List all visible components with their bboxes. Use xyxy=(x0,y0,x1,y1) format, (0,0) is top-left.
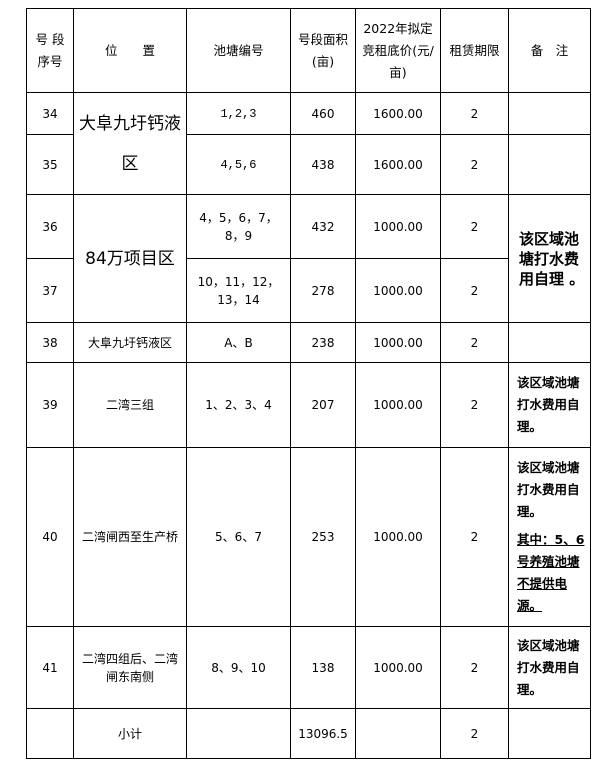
header-note: 备 注 xyxy=(508,8,591,93)
ponds-cell: 8、9、10 xyxy=(186,626,291,709)
header-price: 2022年拟定竞租底价(元/亩) xyxy=(355,8,441,93)
seq-cell: 41 xyxy=(26,626,74,709)
seq-cell: 34 xyxy=(26,92,74,135)
table-row: 34 大阜九圩钙液区 1,2,3 460 1600.00 2 xyxy=(26,92,591,195)
ponds-cell: 5、6、7 xyxy=(186,447,291,627)
subtotal-label: 小计 xyxy=(73,708,187,759)
price-cell: 1000.00 xyxy=(355,258,441,323)
header-location: 位 置 xyxy=(73,8,187,93)
header-area: 号段面积(亩) xyxy=(290,8,356,93)
area-cell: 278 xyxy=(290,258,356,323)
price-cell: 1000.00 xyxy=(355,194,441,259)
note-cell: 该区域池塘打水费用自理。 xyxy=(508,362,591,448)
area-cell: 238 xyxy=(290,322,356,363)
note-cell xyxy=(508,322,591,363)
note-cell: 该区域池塘打水费用自理。 其中：5、6号养殖池塘不提供电源。 xyxy=(508,447,591,627)
seq-cell: 36 xyxy=(26,194,74,259)
ponds-cell: 1,2,3 xyxy=(186,92,291,135)
table-row: 36 84万项目区 4，5，6，7，8，9 432 1000.00 2 该区域池… xyxy=(26,194,591,323)
location-cell: 84万项目区 xyxy=(73,194,187,323)
seq-cell: 40 xyxy=(26,447,74,627)
location-cell: 二湾闸西至生产桥 xyxy=(73,447,187,627)
seq-cell: 35 xyxy=(26,134,74,195)
price-cell xyxy=(355,708,441,759)
note-cell xyxy=(508,708,591,759)
table-row: 38 大阜九圩钙液区 A、B 238 1000.00 2 xyxy=(26,322,591,363)
ponds-cell: A、B xyxy=(186,322,291,363)
term-cell: 2 xyxy=(440,92,509,135)
price-cell: 1000.00 xyxy=(355,626,441,709)
price-cell: 1000.00 xyxy=(355,447,441,627)
term-cell: 2 xyxy=(440,447,509,627)
ponds-cell: 10，11，12，13，14 xyxy=(186,258,291,323)
header-row: 号 段序号 位 置 池塘编号 号段面积(亩) 2022年拟定竞租底价(元/亩) … xyxy=(26,8,591,93)
location-cell: 二湾四组后、二湾闸东南侧 xyxy=(73,626,187,709)
subtotal-row: 小计 13096.5 2 xyxy=(26,708,591,759)
ponds-cell: 1、2、3、4 xyxy=(186,362,291,448)
subtotal-area: 13096.5 xyxy=(290,708,356,759)
area-cell: 207 xyxy=(290,362,356,448)
ponds-cell xyxy=(186,708,291,759)
term-cell: 2 xyxy=(440,194,509,259)
area-cell: 432 xyxy=(290,194,356,259)
term-cell: 2 xyxy=(440,134,509,195)
note-cell xyxy=(508,92,591,135)
subtotal-term: 2 xyxy=(440,708,509,759)
price-cell: 1000.00 xyxy=(355,362,441,448)
pond-lease-table: 号 段序号 位 置 池塘编号 号段面积(亩) 2022年拟定竞租底价(元/亩) … xyxy=(26,8,591,759)
area-cell: 138 xyxy=(290,626,356,709)
table-row: 37 10，11，12，13，14 278 1000.00 2 xyxy=(26,258,591,323)
area-cell: 253 xyxy=(290,447,356,627)
note-cell xyxy=(508,134,591,195)
table-row: 35 4,5,6 438 1600.00 2 xyxy=(26,134,591,195)
price-cell: 1600.00 xyxy=(355,92,441,135)
location-cell: 二湾三组 xyxy=(73,362,187,448)
seq-cell xyxy=(26,708,74,759)
location-cell: 大阜九圩钙液区 xyxy=(73,322,187,363)
header-ponds: 池塘编号 xyxy=(186,8,291,93)
area-cell: 438 xyxy=(290,134,356,195)
note-cell: 该区域池塘打水费用自理。 xyxy=(508,626,591,709)
term-cell: 2 xyxy=(440,258,509,323)
price-cell: 1600.00 xyxy=(355,134,441,195)
term-cell: 2 xyxy=(440,322,509,363)
table-row: 40 二湾闸西至生产桥 5、6、7 253 1000.00 2 该区域池塘打水费… xyxy=(26,447,591,627)
note-text: 该区域池塘打水费用自理。 xyxy=(517,460,580,519)
header-seq: 号 段序号 xyxy=(26,8,74,93)
seq-cell: 37 xyxy=(26,258,74,323)
seq-cell: 39 xyxy=(26,362,74,448)
table-row: 41 二湾四组后、二湾闸东南侧 8、9、10 138 1000.00 2 该区域… xyxy=(26,626,591,709)
price-cell: 1000.00 xyxy=(355,322,441,363)
term-cell: 2 xyxy=(440,362,509,448)
ponds-cell: 4，5，6，7，8，9 xyxy=(186,194,291,259)
term-cell: 2 xyxy=(440,626,509,709)
ponds-cell: 4,5,6 xyxy=(186,134,291,195)
seq-cell: 38 xyxy=(26,322,74,363)
note-power-warning: 其中：5、6号养殖池塘不提供电源。 xyxy=(517,532,585,613)
table-row: 39 二湾三组 1、2、3、4 207 1000.00 2 该区域池塘打水费用自… xyxy=(26,362,591,448)
area-cell: 460 xyxy=(290,92,356,135)
location-cell: 大阜九圩钙液区 xyxy=(73,92,187,195)
header-term: 租赁期限 xyxy=(440,8,509,93)
note-cell: 该区域池塘打水费用自理 。 xyxy=(508,194,591,323)
